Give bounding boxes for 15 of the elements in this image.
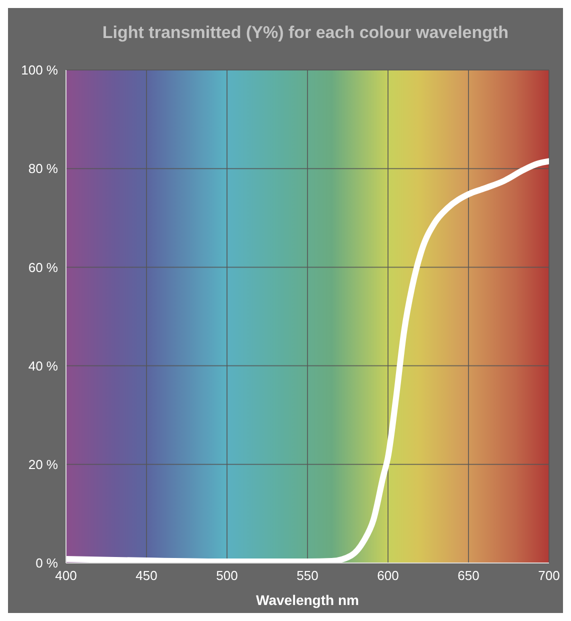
x-tick-label: 700: [538, 568, 560, 584]
y-tick-label: 80 %: [28, 161, 58, 176]
x-tick-label: 500: [216, 568, 238, 584]
x-axis-title: Wavelength nm: [256, 592, 359, 608]
y-tick-label: 100 %: [21, 62, 58, 78]
x-tick-label: 450: [136, 568, 158, 584]
x-tick-label: 600: [377, 568, 399, 584]
y-tick-label: 0 %: [36, 556, 58, 571]
y-tick-label: 60 %: [28, 260, 58, 275]
x-tick-label: 550: [296, 568, 318, 584]
y-tick-label: 40 %: [28, 358, 58, 374]
y-tick-label: 20 %: [28, 457, 58, 472]
x-tick-label: 400: [55, 568, 77, 584]
x-tick-label: 650: [458, 568, 480, 584]
chart-title: Light transmitted (Y%) for each colour wavelength: [101, 22, 510, 44]
